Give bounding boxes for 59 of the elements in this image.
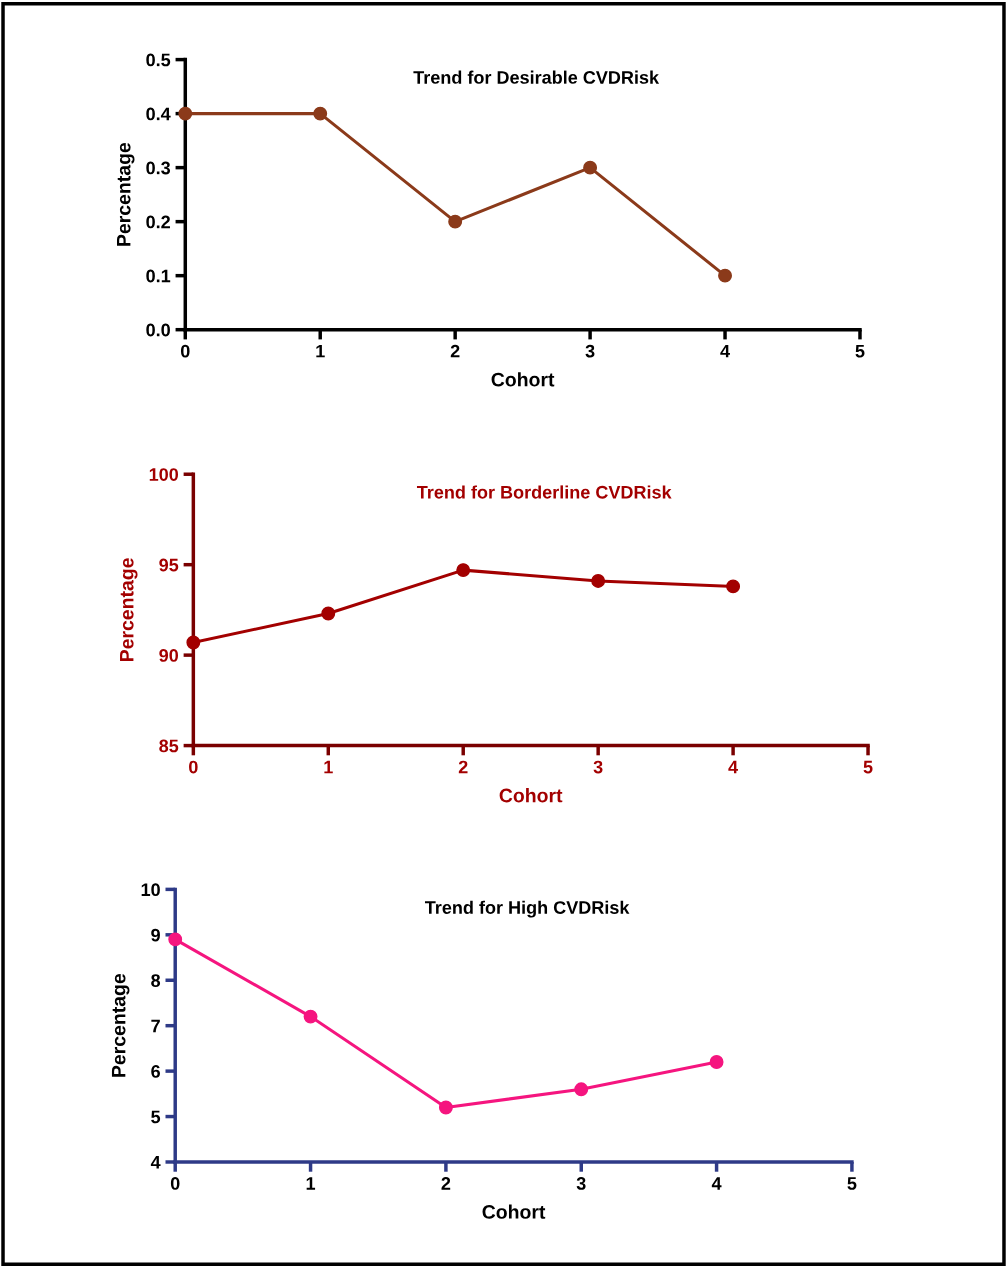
x-axis-title: Cohort xyxy=(491,372,555,387)
y-tick-label: 0.5 xyxy=(146,53,171,67)
y-tick-label: 8 xyxy=(151,974,161,987)
x-tick-label: 5 xyxy=(855,344,865,358)
point xyxy=(591,574,606,588)
x-axis-title: Cohort xyxy=(482,1204,546,1219)
y-tick-label: 5 xyxy=(151,1110,161,1124)
x-tick-label: 5 xyxy=(847,1177,857,1190)
point xyxy=(709,1055,724,1069)
point xyxy=(313,106,328,121)
chart-title: Trend for Borderline CVDRisk xyxy=(416,485,672,499)
x-tick-label: 3 xyxy=(576,1177,586,1190)
y-tick-label: 4 xyxy=(150,1156,161,1169)
point xyxy=(168,932,183,947)
y-tick-label: 6 xyxy=(151,1065,160,1078)
y-tick-label: 9 xyxy=(151,928,160,942)
point xyxy=(718,268,732,283)
point xyxy=(303,1009,318,1024)
point xyxy=(321,606,336,621)
point xyxy=(186,635,201,650)
y-tick-label: 0.4 xyxy=(146,107,171,121)
x-tick-label: 4 xyxy=(728,760,739,774)
x-tick-label: 2 xyxy=(458,760,468,774)
y-tick-label: 90 xyxy=(159,649,179,662)
y-tick-label: 0.0 xyxy=(146,323,170,337)
y-tick-label: 10 xyxy=(141,883,160,897)
x-tick-label: 5 xyxy=(863,760,873,774)
x-tick-label: 1 xyxy=(306,1177,316,1190)
x-tick-label: 2 xyxy=(441,1177,451,1190)
x-tick-label: 2 xyxy=(450,344,460,358)
point xyxy=(726,579,741,594)
point xyxy=(583,160,598,175)
point xyxy=(178,106,193,121)
y-tick-label: 0.1 xyxy=(146,269,171,283)
x-tick-label: 0 xyxy=(170,1177,180,1190)
x-tick-label: 0 xyxy=(180,344,190,358)
y-tick-label: 0.2 xyxy=(146,215,170,229)
x-tick-label: 1 xyxy=(316,344,325,358)
y-tick-label: 85 xyxy=(159,739,179,753)
point xyxy=(438,1100,453,1115)
x-tick-label: 0 xyxy=(189,760,198,774)
y-tick-label: 0.3 xyxy=(146,161,171,175)
y-tick-label: 7 xyxy=(151,1019,160,1033)
point xyxy=(574,1082,589,1097)
y-axis-title: Percentage xyxy=(111,973,130,1077)
point xyxy=(448,214,463,229)
x-tick-label: 4 xyxy=(711,1177,722,1190)
y-axis-title: Percentage xyxy=(120,558,138,662)
x-tick-label: 4 xyxy=(720,344,730,358)
x-tick-label: 3 xyxy=(585,344,595,358)
point xyxy=(456,563,471,578)
y-axis-title: Percentage xyxy=(117,142,135,246)
text: Trend for High CVDRisk xyxy=(424,900,630,918)
y-tick-label: 100 xyxy=(149,468,179,481)
x-tick-label: 1 xyxy=(324,760,333,774)
chart-title: Trend for Desirable CVDRisk xyxy=(413,70,660,84)
x-tick-label: 3 xyxy=(593,760,603,774)
y-tick-label: 95 xyxy=(159,558,179,572)
x-axis-title: Cohort xyxy=(499,788,563,803)
